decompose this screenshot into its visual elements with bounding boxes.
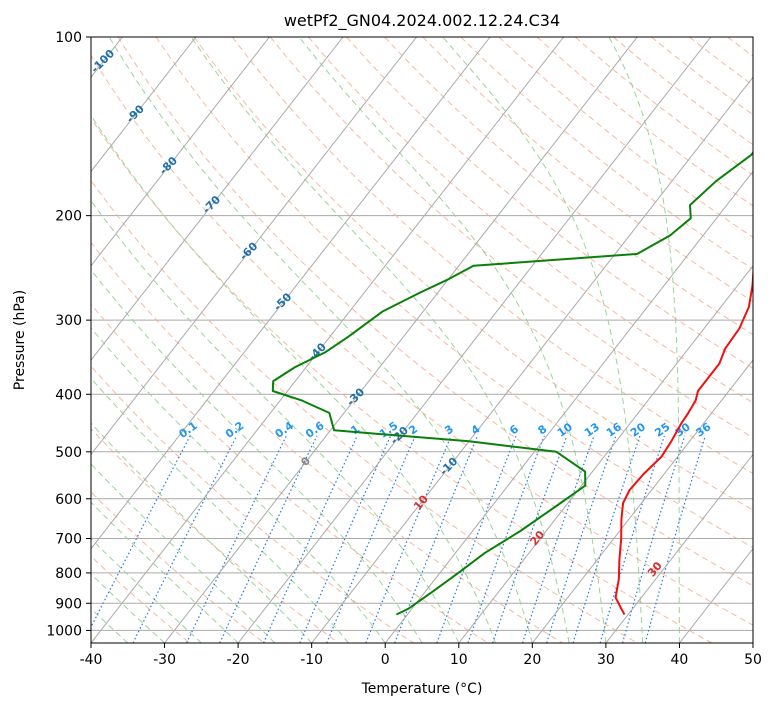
isotherm-line: [164, 37, 638, 643]
y-tick-label: 700: [55, 532, 82, 548]
plot-area: 0.1 0.2 0.4 0.6 1 1.5 2 3 4 6 8 10 13 16 20 25 30 36-100-…: [91, 37, 753, 643]
moist-adiabat-line: [91, 422, 313, 643]
moist-adiabat-line: [108, 37, 533, 643]
mixing-ratio-line: [326, 435, 416, 643]
mixing-ratio-line: [394, 435, 479, 643]
moist-adiabats: [91, 37, 680, 643]
isotherm-line: [91, 37, 565, 643]
y-tick-label: 400: [55, 387, 82, 403]
dry-adiabat-line: [308, 37, 753, 404]
isotherm-line: [384, 170, 753, 643]
isotherm-line: [91, 37, 417, 456]
x-axis-label: Temperature (°C): [361, 681, 483, 697]
dry-adiabat-line: [91, 117, 713, 643]
isotherm-line: [91, 37, 491, 550]
x-tick-label: -40: [80, 652, 103, 668]
moist-adiabat-line: [91, 538, 202, 643]
dry-adiabat-line: [91, 428, 340, 643]
dry-adiabat-line: [91, 303, 489, 643]
moist-adiabat-line: [91, 114, 497, 643]
x-tick-label: -20: [227, 652, 250, 668]
y-tick-label: 800: [55, 566, 82, 582]
mixing-ratio-line: [436, 435, 517, 643]
dry-adiabat-line: [91, 555, 190, 643]
isotherm-line: [91, 37, 270, 267]
isotherm-line: [605, 453, 753, 643]
x-tick-label: 10: [450, 652, 468, 668]
pressure-gridlines: [91, 36, 753, 631]
dewpoint-line: [271, 150, 753, 616]
mixing-ratio-line: [132, 435, 238, 643]
moist-adiabat-line: [91, 327, 386, 643]
mixing-ratio-line: [299, 435, 392, 643]
y-axis-ticks: 100 200 300 400 500 600 700 800 900 1000: [46, 30, 91, 639]
isotherms: [91, 37, 753, 643]
x-tick-label: 50: [744, 652, 762, 668]
y-tick-label: 300: [55, 313, 82, 329]
temperature-line: [614, 262, 753, 615]
mixing-ratio-line: [186, 435, 287, 643]
isotherm-line: [531, 359, 753, 643]
x-tick-label: 20: [523, 652, 541, 668]
isotherm-line: [237, 37, 712, 643]
plot-background: [91, 37, 753, 643]
mixing-ratio-line: [492, 435, 568, 643]
moist-adiabat-line: [91, 199, 460, 643]
dry-adiabat-line: [91, 241, 563, 643]
dry-adiabat-line: [231, 37, 753, 475]
x-tick-label: 40: [671, 652, 689, 668]
mixing-ratio-lines: [91, 435, 706, 643]
isotherm-line: [91, 37, 197, 173]
moist-adiabat-line: [91, 269, 423, 643]
y-tick-label: 900: [55, 596, 82, 612]
moist-adiabat-line: [298, 37, 607, 643]
moist-adiabat-line: [608, 37, 680, 643]
y-axis-label: Pressure (hPa): [12, 290, 28, 390]
profile-series: [271, 150, 753, 616]
y-tick-label: 500: [55, 445, 82, 461]
mixing-ratio-line: [467, 435, 545, 643]
x-axis-ticks: -40 -30 -20 -10 0 10 20 30 40 50: [80, 643, 762, 668]
moist-adiabat-line: [91, 573, 165, 643]
isotherm-line: [91, 37, 344, 361]
y-tick-label: 1000: [46, 623, 82, 639]
y-tick-label: 600: [55, 492, 82, 508]
y-tick-label: 200: [55, 209, 82, 225]
dry-adiabat-line: [91, 491, 265, 643]
dry-adiabat-line: [155, 37, 753, 549]
y-tick-label: 100: [55, 30, 82, 46]
x-tick-label: -10: [300, 652, 323, 668]
moist-adiabat-line: [91, 501, 239, 643]
x-tick-label: -30: [153, 652, 176, 668]
x-tick-label: 0: [381, 652, 390, 668]
x-tick-label: 30: [597, 652, 615, 668]
dry-adiabats: [91, 37, 753, 643]
mixing-ratio-line: [644, 435, 706, 643]
dry-adiabat-line: [270, 37, 753, 439]
dry-adiabat-line: [193, 37, 753, 511]
isotherm-line: [458, 264, 753, 643]
moist-adiabat-line: [91, 463, 276, 643]
dry-adiabat-line: [91, 54, 753, 626]
plot-frame: [90, 36, 754, 644]
moist-adiabat-line: [190, 37, 570, 643]
chart-title: wetPf2_GN04.2024.002.12.24.C34: [284, 11, 560, 31]
isotherm-line: [311, 76, 753, 643]
